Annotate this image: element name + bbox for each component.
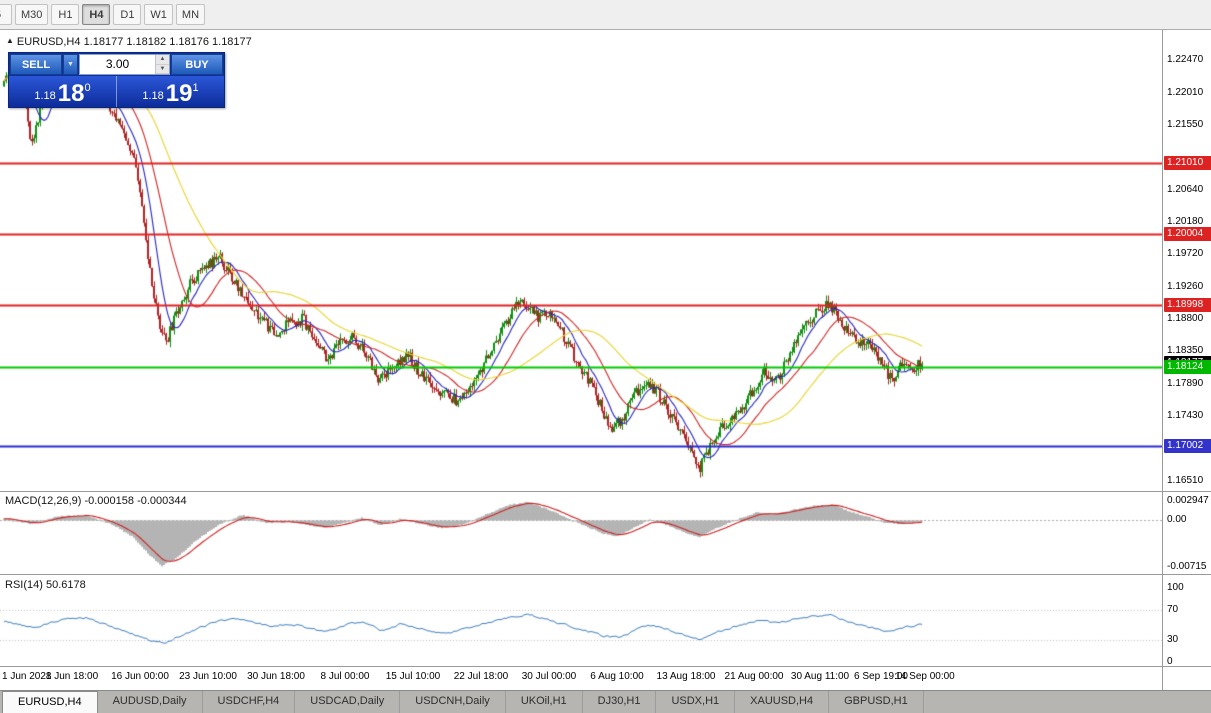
price-level-badge-green: 1.18124	[1164, 360, 1211, 374]
chart-tab-dj30-h1[interactable]: DJ30,H1	[583, 691, 657, 713]
chart-tab-usdchf-h4[interactable]: USDCHF,H4	[203, 691, 296, 713]
price-axis-tick: 1.19720	[1167, 248, 1204, 259]
time-axis-label: 14 Sep 00:00	[895, 671, 955, 682]
chart-tab-usdcnh-daily[interactable]: USDCNH,Daily	[400, 691, 506, 713]
time-axis-label: 6 Sep 19:00	[854, 671, 908, 682]
panel-divider	[0, 666, 1211, 667]
buy-button[interactable]: BUY	[171, 54, 223, 75]
chevron-down-icon[interactable]: ▼	[63, 54, 78, 75]
one-click-trading-panel: SELL ▼ 3.00 ▲ ▼ BUY 1.18 18 0 1.18 19 1	[8, 52, 225, 108]
timeframe-button-5[interactable]: 5	[0, 4, 12, 25]
time-axis-label: 8 Jun 18:00	[45, 671, 99, 682]
time-axis[interactable]: 1 Jun 2021 8 Jun 18:00 16 Jun 00:00 23 Jun …	[0, 667, 1162, 690]
timeframe-button-w1[interactable]: W1	[144, 4, 173, 25]
time-axis-label: 8 Jul 00:00	[320, 671, 370, 682]
timeframe-button-m30[interactable]: M30	[15, 4, 49, 25]
time-axis-label: 21 Aug 00:00	[724, 671, 784, 682]
rsi-axis-tick: 30	[1167, 634, 1179, 645]
macd-label: MACD(12,26,9) -0.000158 -0.000344	[5, 495, 187, 507]
time-axis-label: 16 Jun 00:00	[111, 671, 169, 682]
macd-indicator-canvas[interactable]	[0, 492, 1162, 574]
timeframe-button-h1[interactable]: H1	[51, 4, 80, 25]
chart-tab-xauusd-h4[interactable]: XAUUSD,H4	[735, 691, 830, 713]
sell-price-big-digits: 18	[57, 80, 85, 107]
time-axis-label: 30 Jun 18:00	[247, 671, 305, 682]
chart-ohlc-header: ▲ EURUSD,H4 1.18177 1.18182 1.18176 1.181…	[6, 36, 252, 48]
chart-tab-audusd-daily[interactable]: AUDUSD,Daily	[98, 691, 203, 713]
timeframe-button-mn[interactable]: MN	[175, 4, 206, 25]
rsi-label: RSI(14) 50.6178	[5, 579, 86, 591]
price-level-badge-red: 1.21010	[1164, 156, 1211, 170]
chart-tabs-bar: EURUSD,H4 AUDUSD,Daily USDCHF,H4 USDCAD,Dai…	[0, 690, 1211, 713]
trade-controls-row: SELL ▼ 3.00 ▲ ▼ BUY	[9, 53, 224, 76]
panel-divider[interactable]	[0, 574, 1211, 575]
price-level-badge-blue: 1.17002	[1164, 439, 1211, 453]
price-axis-tick: 1.19260	[1167, 281, 1204, 292]
buy-price-display[interactable]: 1.18 19 1	[116, 76, 224, 107]
panel-divider[interactable]	[0, 491, 1211, 492]
sell-price-pip-digit: 0	[84, 82, 91, 94]
price-axis-tick: 1.18350	[1167, 345, 1204, 356]
time-axis-label: 30 Jul 00:00	[521, 671, 577, 682]
rsi-axis-tick: 100	[1167, 582, 1184, 593]
chart-symbol-label: EURUSD,H4	[16, 36, 81, 48]
volume-input[interactable]: 3.00	[105, 57, 130, 71]
time-axis-label: 22 Jul 18:00	[453, 671, 509, 682]
timeframe-toolbar: 5M30H1H4D1W1MN	[0, 0, 1211, 30]
price-axis-tick: 1.20640	[1167, 184, 1204, 195]
timeframe-button-d1[interactable]: D1	[113, 4, 142, 25]
time-axis-label: 1 Jun 2021	[2, 671, 52, 682]
chart-tab-eurusd-h4[interactable]: EURUSD,H4	[2, 691, 98, 713]
price-axis-tick: 1.20180	[1167, 216, 1204, 227]
timeframe-button-h4[interactable]: H4	[82, 4, 111, 25]
time-axis-label: 15 Jul 10:00	[385, 671, 441, 682]
volume-stepper: ▲ ▼	[155, 55, 169, 74]
sell-price-display[interactable]: 1.18 18 0	[9, 76, 116, 107]
buy-price-big-digits: 19	[165, 80, 193, 107]
price-axis-tick: 1.16510	[1167, 475, 1204, 486]
macd-axis-tick: 0.002947	[1167, 495, 1209, 506]
volume-decrease-button[interactable]: ▼	[156, 64, 169, 74]
price-level-badge-red: 1.20004	[1164, 227, 1211, 241]
symbol-direction-icon: ▲	[6, 36, 14, 45]
macd-axis-tick: -0.00715	[1167, 561, 1207, 572]
price-axis-tick: 1.17430	[1167, 410, 1204, 421]
buy-price-pip-digit: 1	[192, 82, 199, 94]
rsi-axis-tick: 0	[1167, 656, 1173, 667]
price-axis-tick: 1.22010	[1167, 87, 1204, 98]
price-axis-tick: 1.17890	[1167, 378, 1204, 389]
macd-axis-tick: 0.00	[1167, 514, 1187, 525]
price-level-badge-red: 1.18998	[1164, 298, 1211, 312]
time-axis-label: 30 Aug 11:00	[790, 671, 850, 682]
time-axis-label: 6 Aug 10:00	[590, 671, 644, 682]
volume-input-group: 3.00 ▲ ▼	[79, 54, 170, 75]
chart-ohlc-values: 1.18177 1.18182 1.18176 1.18177	[83, 36, 252, 48]
trade-prices-row: 1.18 18 0 1.18 19 1	[9, 76, 224, 107]
price-axis-tick: 1.21550	[1167, 119, 1204, 130]
chart-tab-usdx-h1[interactable]: USDX,H1	[656, 691, 736, 713]
rsi-indicator-canvas[interactable]	[0, 575, 1162, 666]
price-axis-tick: 1.22470	[1167, 54, 1204, 65]
price-axis-tick: 1.18800	[1167, 313, 1204, 324]
chart-tab-ukoil-h1[interactable]: UKOil,H1	[506, 691, 583, 713]
rsi-axis-tick: 70	[1167, 604, 1179, 615]
sell-price-prefix: 1.18	[34, 90, 56, 102]
sell-button[interactable]: SELL	[10, 54, 62, 75]
time-axis-label: 23 Jun 10:00	[179, 671, 237, 682]
buy-price-prefix: 1.18	[142, 90, 164, 102]
volume-increase-button[interactable]: ▲	[156, 55, 169, 65]
chart-tab-usdcad-daily[interactable]: USDCAD,Daily	[295, 691, 401, 713]
price-axis-border	[1162, 30, 1163, 690]
time-axis-label: 13 Aug 18:00	[656, 671, 716, 682]
chart-tab-gbpusd-h1[interactable]: GBPUSD,H1	[829, 691, 924, 713]
